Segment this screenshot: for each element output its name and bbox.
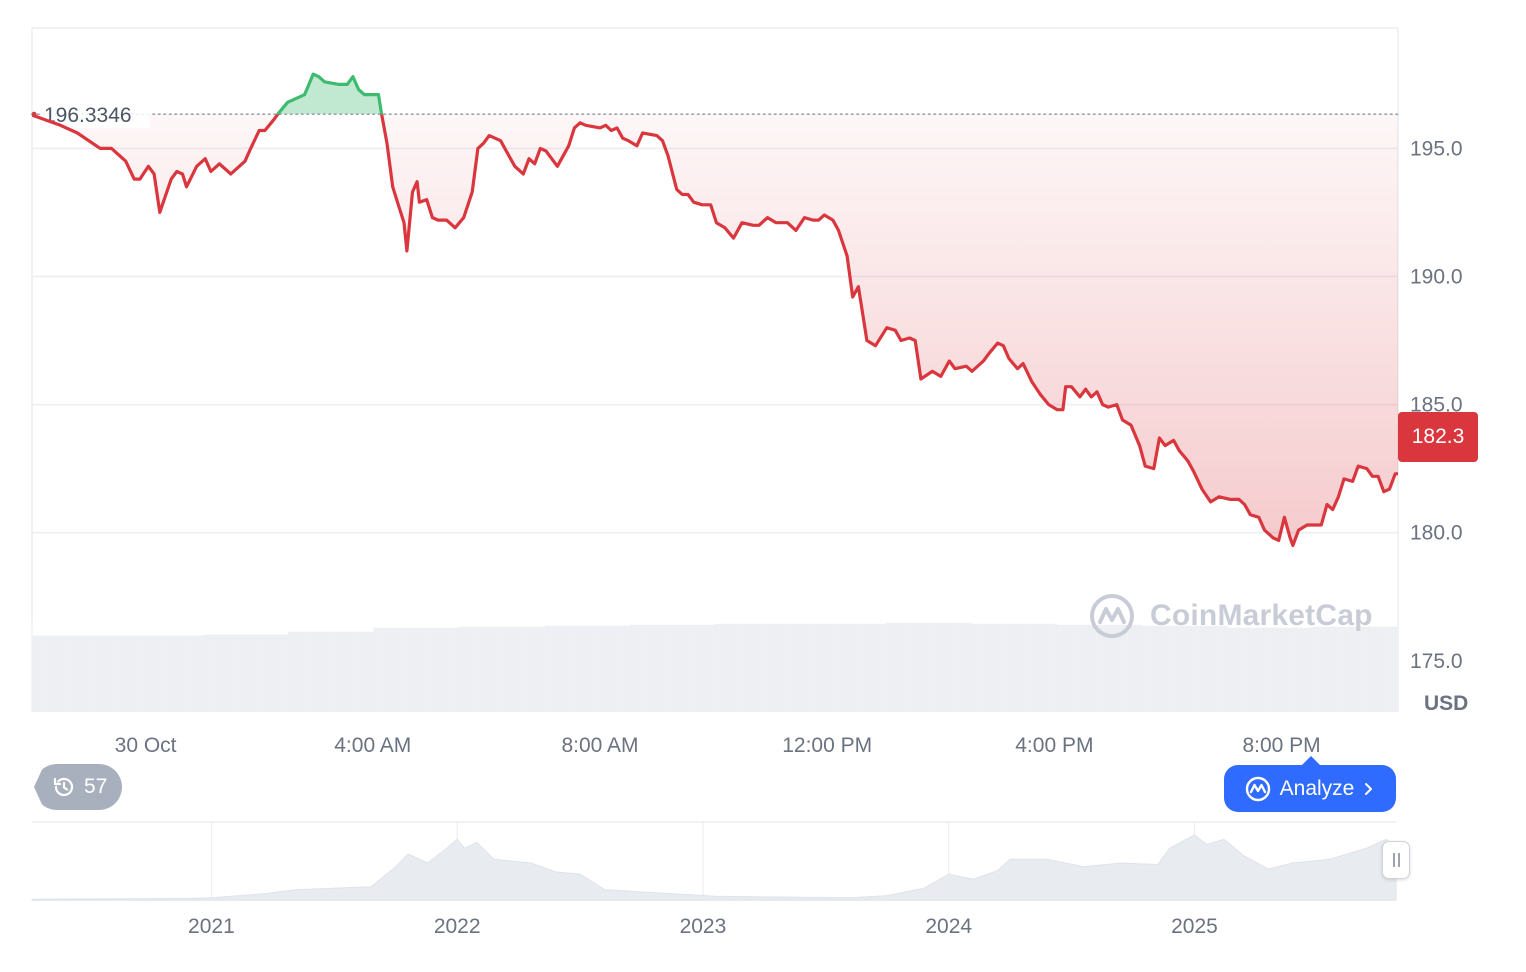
x-tick-label: 12:00 PM	[782, 734, 872, 757]
price-area-above	[32, 74, 1398, 115]
volume-bar	[1312, 626, 1399, 712]
coinmarketcap-watermark: CoinMarketCap	[1088, 592, 1373, 640]
volume-bar	[1141, 625, 1228, 712]
y-tick-label: 195.0	[1410, 137, 1463, 160]
current-price-badge: 182.3	[1398, 412, 1478, 462]
x-tick-label: 4:00 PM	[1015, 734, 1093, 757]
y-tick-label: 175.0	[1410, 650, 1463, 673]
mini-tick-label: 2022	[434, 915, 481, 938]
history-count: 57	[84, 775, 108, 798]
reference-label: 196.3346	[44, 104, 132, 127]
price-line-up	[32, 72, 384, 115]
coinmarketcap-logo-icon	[1245, 776, 1270, 801]
volume-bar	[202, 634, 289, 712]
volume-bar	[629, 624, 716, 712]
volume-bar	[800, 623, 887, 712]
volume-bar	[373, 627, 460, 712]
x-tick-label: 8:00 AM	[561, 734, 638, 757]
price-line-down	[32, 114, 1398, 548]
grip-icon	[1392, 853, 1395, 867]
unit-label: USD	[1424, 692, 1469, 715]
volume-bar	[971, 623, 1057, 712]
volume-bar	[32, 635, 118, 712]
x-tick-label: 4:00 AM	[334, 734, 411, 757]
x-tick-label: 30 Oct	[115, 734, 177, 757]
volume-bar	[458, 626, 545, 712]
history-clock-icon	[53, 777, 74, 797]
coinmarketcap-logo-icon	[1090, 594, 1134, 638]
volume-bar	[1056, 624, 1143, 712]
price-area-below	[32, 114, 1398, 546]
grip-icon	[1397, 853, 1400, 867]
volume-bar	[117, 635, 204, 712]
y-tick-label: 180.0	[1410, 522, 1463, 545]
mini-tick-label: 2024	[925, 915, 972, 938]
history-badge[interactable]: 57	[34, 764, 122, 810]
y-tick-label: 185.0	[1410, 394, 1463, 417]
mini-area	[31, 834, 1397, 901]
mini-tick-label: 2023	[680, 915, 727, 938]
watermark-text: CoinMarketCap	[1150, 599, 1373, 632]
volume-bar	[1227, 627, 1314, 712]
mini-tick-label: 2025	[1171, 915, 1218, 938]
y-tick-label: 190.0	[1410, 265, 1463, 288]
volume-bar	[885, 622, 972, 712]
current-price-text: 182.3	[1411, 425, 1465, 448]
analyze-label: Analyze	[1279, 776, 1355, 800]
chevron-right-icon	[1365, 782, 1373, 795]
analyze-button[interactable]: Analyze	[1224, 756, 1396, 812]
mini-tick-label: 2021	[188, 915, 235, 938]
volume-bar	[288, 631, 374, 712]
x-tick-label: 8:00 PM	[1242, 734, 1320, 757]
range-slider-handle[interactable]	[1382, 841, 1410, 879]
